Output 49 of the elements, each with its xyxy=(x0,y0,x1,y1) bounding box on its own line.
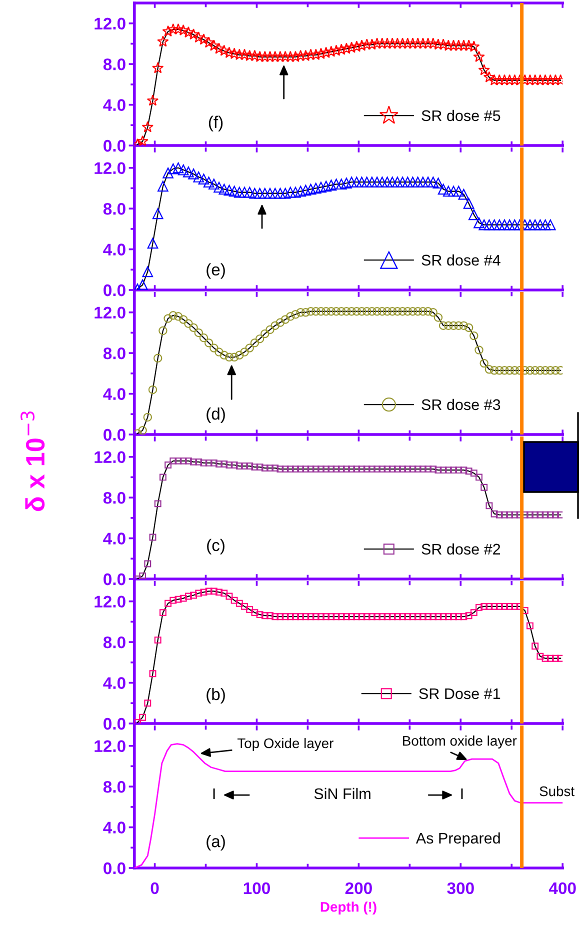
annotation: SiN Film xyxy=(314,788,370,800)
y-tick-label: 4.0 xyxy=(103,99,126,111)
y-tick-label: 12.0 xyxy=(94,596,126,608)
annotation: Bottom oxide layer xyxy=(403,736,517,749)
y-tick-label: 4.0 xyxy=(103,388,126,400)
y-tick-label: 0.0 xyxy=(104,284,126,296)
legend-label: SR dose #5 xyxy=(422,110,500,122)
legend-label: SR dose #4 xyxy=(422,254,500,266)
legend-label: As Prepared xyxy=(416,832,500,847)
y-tick-label: 0.0 xyxy=(104,140,126,152)
y-tick-label: 0.0 xyxy=(104,718,126,730)
x-tick-label: 0 xyxy=(150,882,159,894)
annotation: Top Oxide layer xyxy=(237,738,334,751)
annotation: (b) xyxy=(206,688,225,704)
annotation: (d) xyxy=(206,407,225,424)
y-tick-label: 12.0 xyxy=(94,740,126,752)
y-tick-label: 12.0 xyxy=(94,18,126,30)
annotation: Subst xyxy=(540,786,574,796)
annotation: (a) xyxy=(206,835,225,851)
y-tick-label: 12.0 xyxy=(94,451,126,464)
y-tick-label: 4.0 xyxy=(103,677,126,689)
y-tick-label: 4.0 xyxy=(103,822,126,834)
y-tick-label: 8.0 xyxy=(103,636,126,648)
annotation: (f) xyxy=(208,116,223,132)
x-tick-label: 200 xyxy=(345,882,372,894)
legend-label: SR dose #3 xyxy=(422,398,500,410)
x-tick-label: 400 xyxy=(548,882,576,894)
y-tick-label: 8.0 xyxy=(103,347,126,360)
y-tick-label: 8.0 xyxy=(103,202,126,215)
y-tick-label: 8.0 xyxy=(103,492,126,504)
y-tick-label: 0.0 xyxy=(104,573,126,586)
y-tick-label: 12.0 xyxy=(94,306,126,319)
y-tick-label: 4.0 xyxy=(103,532,126,544)
legend-label: SR dose #2 xyxy=(422,543,500,555)
annotation: I xyxy=(213,788,215,799)
x-tick-label: 100 xyxy=(244,882,270,894)
y-tick-label: 8.0 xyxy=(103,58,126,70)
y-tick-label: 12.0 xyxy=(94,162,126,174)
x-tick-label: 300 xyxy=(447,882,474,894)
y-tick-label: 0.0 xyxy=(104,862,126,874)
annotation: (c) xyxy=(207,538,224,554)
annotation: (e) xyxy=(206,263,225,279)
y-tick-label: 8.0 xyxy=(103,780,126,793)
y-axis-title: δ x 10$^{−3}$ xyxy=(20,411,45,512)
annotation: I xyxy=(461,788,463,799)
legend-label: SR Dose #1 xyxy=(419,688,500,700)
y-tick-label: 0.0 xyxy=(104,428,126,441)
x-axis-title: Depth (!) xyxy=(320,902,376,915)
y-tick-label: 4.0 xyxy=(103,244,126,256)
